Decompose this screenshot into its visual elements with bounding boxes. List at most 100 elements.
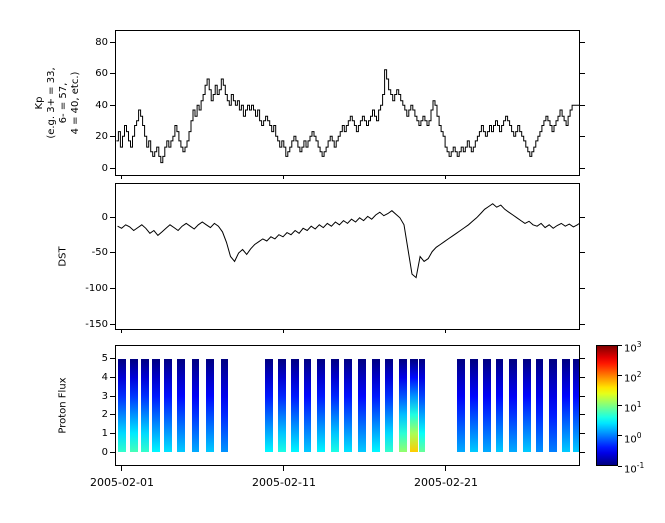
flux-stripe bbox=[177, 359, 186, 452]
tick-mark bbox=[283, 466, 284, 471]
flux-stripe bbox=[470, 359, 479, 452]
dst-plot-panel bbox=[115, 183, 580, 330]
colorbar-tick-exponent: -1 bbox=[636, 461, 645, 470]
kp-axis-label-line: 6- = 57, bbox=[58, 82, 69, 124]
proton-flux-spectrogram-panel bbox=[115, 345, 580, 466]
x-tick-label: 2005-02-11 bbox=[252, 476, 316, 489]
flux-stripe bbox=[562, 359, 571, 452]
tick-mark bbox=[580, 167, 585, 169]
tick-mark bbox=[618, 405, 622, 406]
tick-mark bbox=[580, 104, 585, 106]
flux-stripe bbox=[371, 359, 380, 452]
tick-mark bbox=[580, 357, 585, 359]
flux-stripe bbox=[419, 359, 425, 452]
flux-stripe bbox=[344, 359, 352, 452]
flux-stripe bbox=[495, 359, 504, 452]
y-tick-label: 5 bbox=[101, 352, 108, 364]
tick-mark bbox=[580, 252, 585, 254]
kp-plot-panel bbox=[115, 30, 580, 176]
kp-step-line bbox=[116, 69, 579, 164]
kp-axis-label-line: 4 = 40, etc.) bbox=[70, 71, 81, 135]
tick-mark bbox=[580, 395, 585, 397]
flux-stripe bbox=[483, 359, 492, 452]
tick-mark bbox=[580, 452, 585, 454]
y-tick-label: -150 bbox=[85, 318, 108, 330]
tick-mark bbox=[120, 330, 122, 333]
kp-axis-label: Kp (e.g. 3+ = 33, 6- = 57, 4 = 40, etc.) bbox=[34, 28, 82, 178]
flux-stripe bbox=[278, 359, 287, 452]
y-tick-label: -100 bbox=[85, 283, 108, 295]
flux-stripe bbox=[191, 359, 200, 452]
colorbar-tick-exponent: 0 bbox=[636, 431, 642, 440]
colorbar-tick-label: 102 bbox=[624, 369, 642, 385]
flux-stripe bbox=[265, 359, 274, 452]
flux-stripe bbox=[358, 359, 367, 452]
dst-line bbox=[117, 203, 579, 279]
flux-stripe bbox=[206, 359, 215, 452]
flux-stripe bbox=[141, 359, 150, 452]
colorbar-tick-label: 10-1 bbox=[624, 460, 644, 476]
tick-mark bbox=[618, 435, 622, 437]
tick-mark bbox=[445, 330, 447, 333]
tick-mark bbox=[580, 216, 585, 218]
x-tick-label: 2005-02-21 bbox=[414, 476, 478, 489]
colorbar-tick-label: 101 bbox=[624, 399, 642, 415]
proton-flux-axis-label: Proton Flux bbox=[57, 377, 69, 434]
y-tick-label: 4 bbox=[101, 371, 108, 383]
flux-stripe bbox=[303, 359, 312, 452]
flux-stripe bbox=[118, 359, 127, 452]
flux-stripe bbox=[220, 359, 229, 452]
tick-mark bbox=[445, 176, 447, 179]
tick-mark bbox=[618, 374, 622, 376]
flux-stripe bbox=[409, 359, 418, 452]
tick-mark bbox=[445, 466, 447, 471]
tick-mark bbox=[618, 344, 622, 346]
colorbar-tick-mantissa: 10 bbox=[624, 434, 637, 446]
tick-mark bbox=[580, 414, 585, 416]
flux-stripe bbox=[549, 359, 558, 452]
y-tick-label: 3 bbox=[101, 390, 108, 402]
tick-mark bbox=[120, 176, 122, 179]
colorbar-tick-mantissa: 10 bbox=[624, 403, 637, 415]
tick-mark bbox=[580, 323, 585, 325]
flux-stripe bbox=[291, 359, 300, 452]
x-tick-label: 2005-02-01 bbox=[90, 476, 154, 489]
y-tick-label: -50 bbox=[91, 247, 108, 259]
colorbar bbox=[596, 345, 618, 466]
flux-stripe bbox=[152, 359, 160, 452]
flux-stripe bbox=[399, 359, 408, 452]
tick-mark bbox=[283, 330, 284, 333]
tick-mark bbox=[618, 465, 622, 467]
colorbar-tick-exponent: 3 bbox=[636, 340, 642, 349]
flux-stripe bbox=[163, 359, 172, 452]
tick-mark bbox=[283, 176, 284, 179]
flux-stripe bbox=[330, 359, 339, 452]
colorbar-tick-label: 103 bbox=[624, 339, 642, 355]
y-tick-label: 1 bbox=[101, 428, 108, 440]
dst-axis-label: DST bbox=[57, 246, 69, 267]
y-tick-label: 0 bbox=[101, 211, 108, 223]
tick-mark bbox=[580, 288, 585, 290]
proton-flux-stripes bbox=[116, 346, 579, 465]
flux-stripe bbox=[385, 359, 394, 452]
flux-stripe bbox=[129, 359, 138, 452]
kp-axis-label-line: Kp bbox=[34, 96, 45, 110]
colorbar-tick-exponent: 2 bbox=[636, 370, 642, 379]
flux-stripe bbox=[572, 359, 579, 452]
tick-mark bbox=[580, 433, 585, 435]
colorbar-tick-exponent: 1 bbox=[636, 400, 642, 409]
tick-mark bbox=[580, 73, 585, 75]
colorbar-tick-mantissa: 10 bbox=[624, 343, 637, 355]
tick-mark bbox=[580, 42, 585, 44]
flux-stripe bbox=[508, 359, 517, 452]
kp-axis-label-line: (e.g. 3+ = 33, bbox=[46, 67, 57, 139]
flux-stripe bbox=[536, 359, 544, 452]
y-tick-label: 0 bbox=[101, 447, 108, 459]
flux-stripe bbox=[522, 359, 531, 452]
tick-mark bbox=[580, 136, 585, 138]
colorbar-tick-mantissa: 10 bbox=[624, 373, 637, 385]
colorbar-tick-mantissa: 10 bbox=[624, 464, 637, 476]
flux-stripe bbox=[457, 359, 466, 452]
colorbar-tick-label: 100 bbox=[624, 430, 642, 446]
